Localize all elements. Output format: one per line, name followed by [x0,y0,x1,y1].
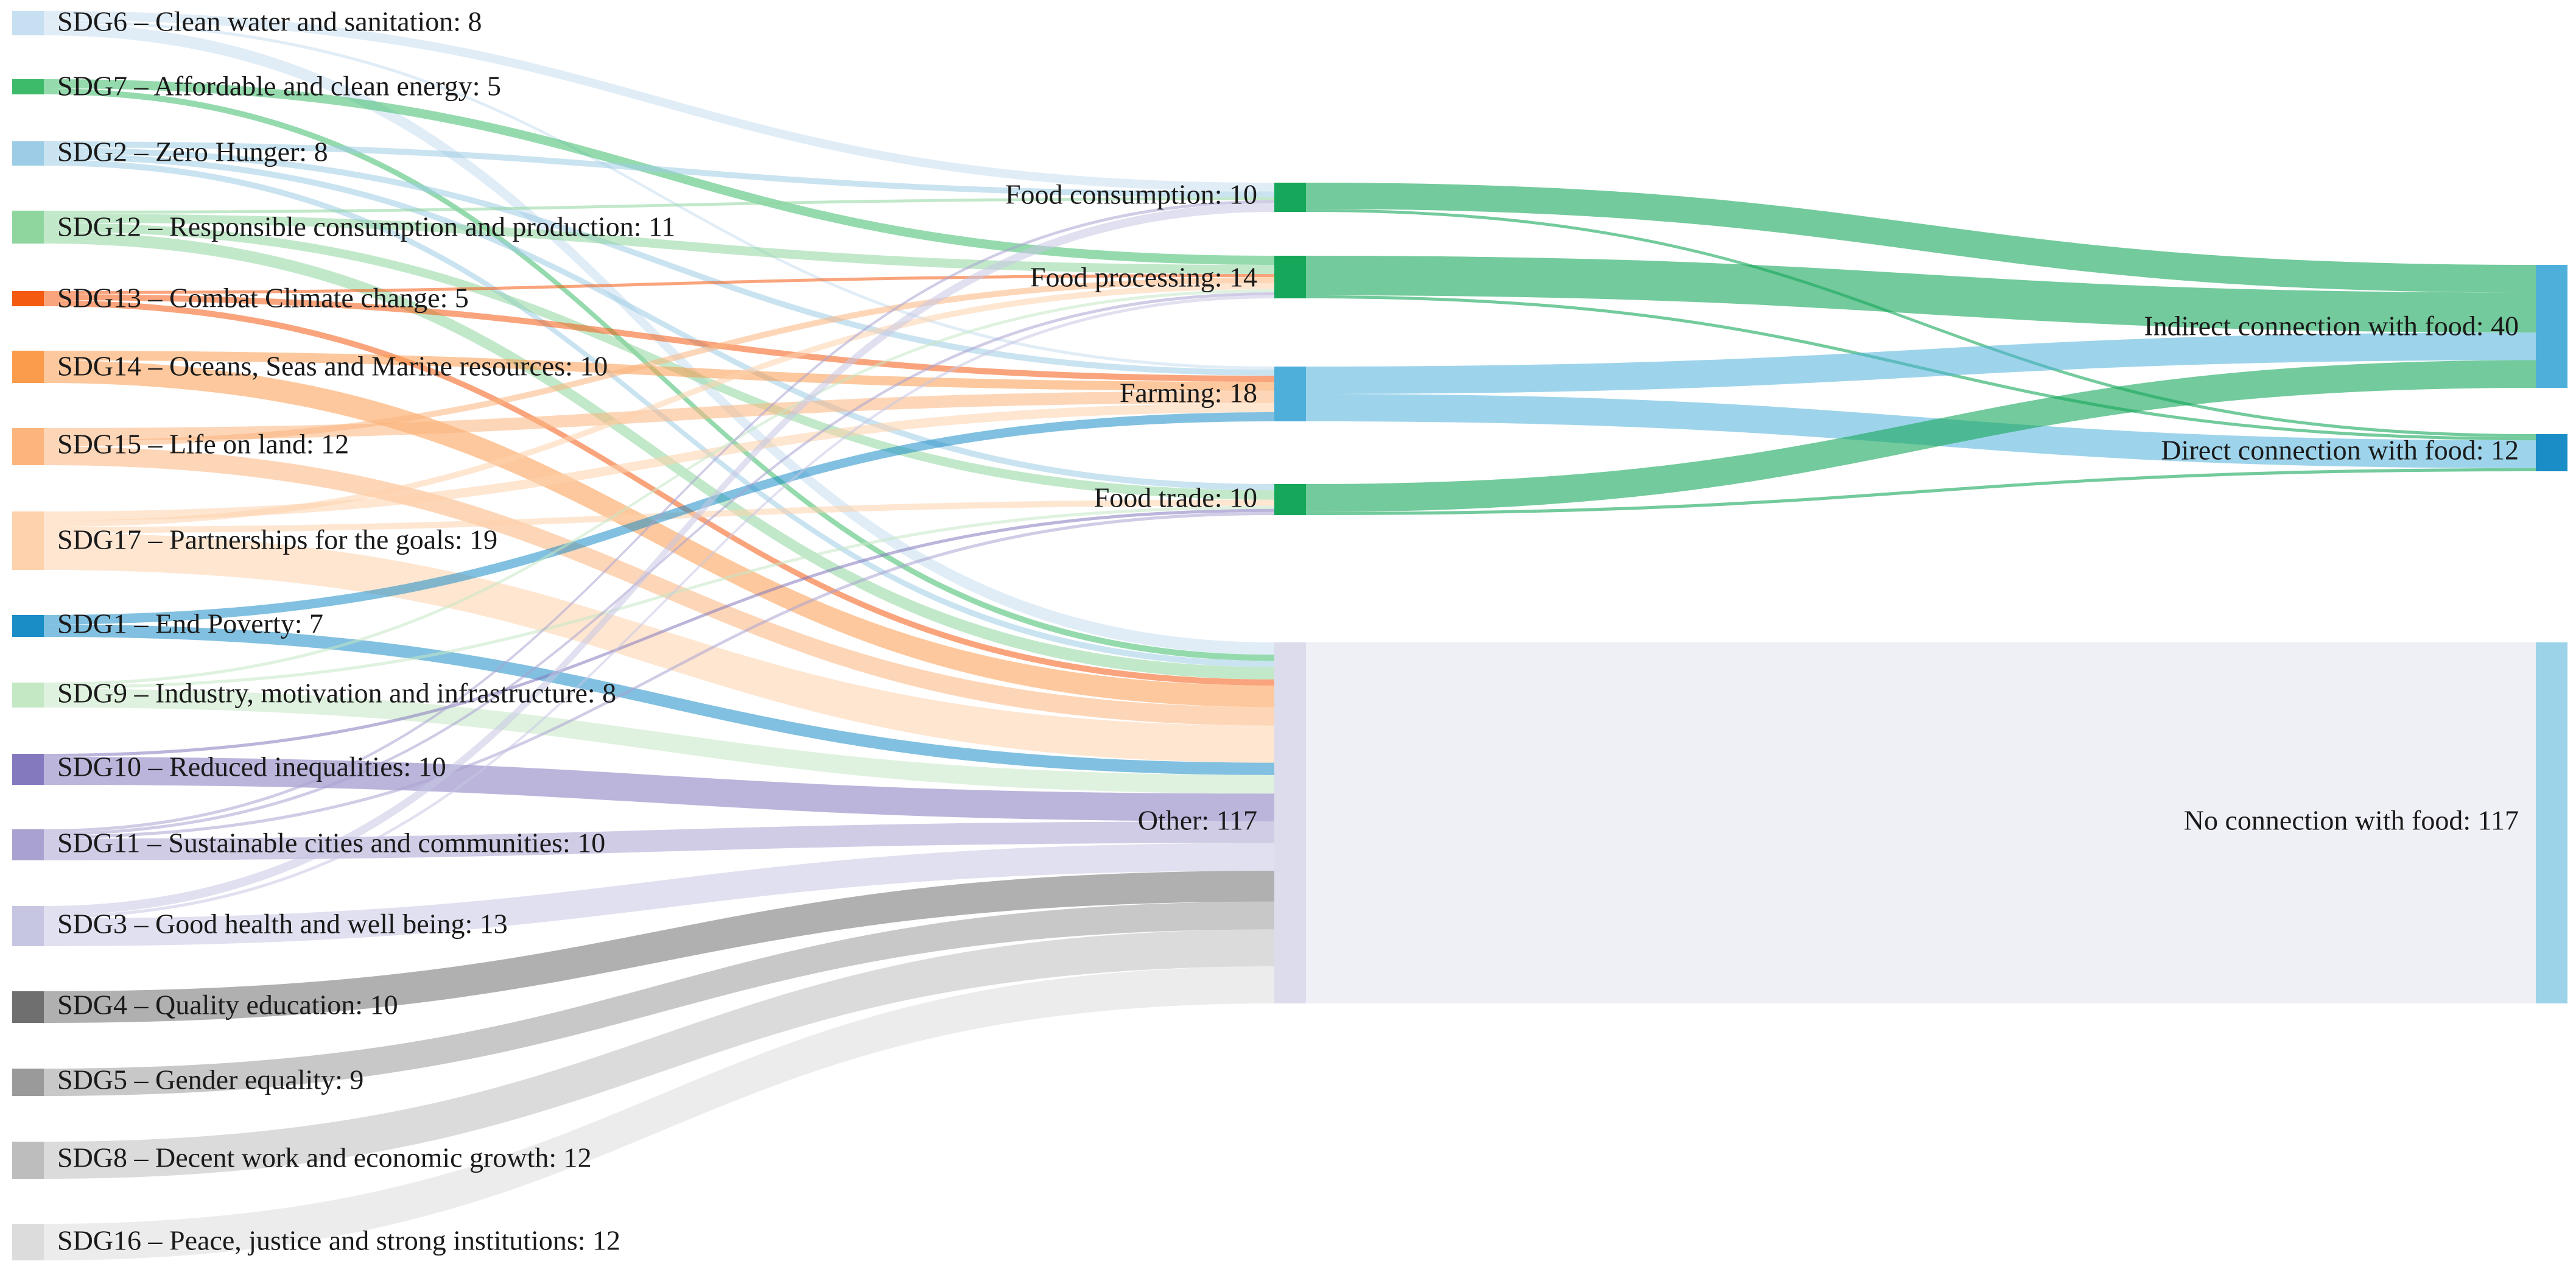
node-farm[interactable] [1274,367,1306,421]
label-sdg15: SDG15 – Life on land: 12 [57,429,349,460]
label-farm: Farming: 18 [1120,378,1257,409]
node-sdg17[interactable] [12,511,44,570]
node-sdg10[interactable] [12,754,44,785]
label-sdg17: SDG17 – Partnerships for the goals: 19 [57,524,497,555]
link-sdg13-to-other [44,300,1274,686]
link-sdg9-to-trade [44,505,1274,689]
node-sdg8[interactable] [12,1142,44,1179]
link-sdg15-to-proc [44,277,1274,447]
link-sdg12-to-other [44,231,1274,680]
label-cons: Food consumption: 10 [1005,179,1257,210]
link-sdg14-to-other [44,360,1274,708]
link-cons-to-indirect [1306,183,2536,293]
node-sdg6[interactable] [12,11,44,35]
node-sdg15[interactable] [12,428,44,465]
node-sdg9[interactable] [12,683,44,708]
link-sdg10-to-trade [44,508,1274,757]
node-sdg7[interactable] [12,79,44,94]
node-other[interactable] [1274,642,1306,1003]
link-sdg1-to-other [44,624,1274,775]
link-sdg12-to-proc [44,213,1274,274]
node-sdg12[interactable] [12,211,44,244]
link-sdg6-to-cons [44,11,1274,192]
link-sdg17-to-farm [44,403,1274,521]
label-indirect: Indirect connection with food: 40 [2144,311,2519,342]
link-sdg9-to-other [44,689,1274,794]
node-direct[interactable] [2536,434,2567,471]
nodes-layer [12,11,2567,1260]
label-sdg5: SDG5 – Gender equality: 9 [57,1064,363,1095]
label-none: No connection with food: 117 [2184,805,2519,836]
link-sdg3-to-proc [44,295,1274,919]
link-farm-to-indirect [1306,332,2536,394]
link-sdg1-to-farm [44,412,1274,625]
link-trade-to-direct [1306,468,2536,515]
link-sdg2-to-farm [44,147,1274,376]
node-sdg5[interactable] [12,1069,44,1096]
link-sdg4-to-other [44,871,1274,1023]
node-trade[interactable] [1274,484,1306,515]
label-direct: Direct connection with food: 12 [2161,435,2519,466]
link-sdg2-to-cons [44,141,1274,197]
label-sdg9: SDG9 – Industry, motivation and infrastr… [57,678,616,709]
link-sdg13-to-farm [44,294,1274,382]
labels-layer: SDG6 – Clean water and sanitation: 8 SDG7… [57,6,2519,1256]
link-sdg15-to-other [44,446,1274,726]
link-sdg17-to-other [44,533,1274,763]
label-sdg8: SDG8 – Decent work and economic growth: … [57,1142,592,1173]
node-sdg13[interactable] [12,291,44,306]
link-sdg8-to-other [44,929,1274,1179]
link-sdg17-to-proc [44,283,1274,527]
label-sdg3: SDG3 – Good health and well being: 13 [57,908,508,940]
link-sdg16-to-other [44,966,1274,1260]
label-sdg4: SDG4 – Quality education: 10 [57,989,398,1020]
label-sdg14: SDG14 – Oceans, Seas and Marine resource… [57,351,608,382]
label-sdg6: SDG6 – Clean water and sanitation: 8 [57,6,482,37]
link-other-to-none [1306,642,2536,1003]
link-trade-to-indirect [1306,360,2536,512]
label-sdg10: SDG10 – Reduced inequalities: 10 [57,751,446,782]
label-other: Other: 117 [1138,805,1257,836]
links-layer [44,11,2536,1260]
link-sdg12-to-cons [44,197,1274,214]
link-sdg10-to-other [44,757,1274,821]
link-sdg11-to-cons [44,200,1274,833]
label-sdg11: SDG11 – Sustainable cities and communiti… [57,827,605,859]
label-sdg16: SDG16 – Peace, justice and strong instit… [57,1225,620,1256]
link-cons-to-direct [1306,209,2536,438]
link-sdg6-to-farm [44,20,1274,370]
link-sdg14-to-farm [44,351,1274,391]
label-sdg2: SDG2 – Zero Hunger: 8 [57,136,328,167]
label-sdg12: SDG12 – Responsible consumption and prod… [57,211,675,242]
node-indirect[interactable] [2536,265,2567,388]
node-none[interactable] [2536,642,2567,1003]
label-proc: Food processing: 14 [1030,262,1257,293]
node-cons[interactable] [1274,183,1306,212]
node-sdg2[interactable] [12,141,44,166]
label-trade: Food trade: 10 [1094,482,1257,513]
link-proc-to-indirect [1306,256,2536,333]
node-sdg3[interactable] [12,906,44,946]
label-sdg7: SDG7 – Affordable and clean energy: 5 [57,71,501,102]
link-sdg9-to-proc [44,289,1274,686]
link-sdg13-to-proc [44,274,1274,294]
node-sdg4[interactable] [12,991,44,1023]
link-sdg11-to-trade [44,511,1274,839]
link-sdg3-to-other [44,843,1274,946]
node-sdg16[interactable] [12,1224,44,1260]
link-sdg11-to-proc [44,292,1274,836]
link-sdg3-to-cons [44,203,1274,916]
node-sdg11[interactable] [12,829,44,860]
node-sdg14[interactable] [12,351,44,383]
link-sdg5-to-other [44,901,1274,1096]
node-sdg1[interactable] [12,615,44,637]
node-proc[interactable] [1274,256,1306,298]
label-sdg1: SDG1 – End Poverty: 7 [57,608,323,639]
link-sdg2-to-trade [44,153,1274,491]
label-sdg13: SDG13 – Combat Climate change: 5 [57,283,469,314]
